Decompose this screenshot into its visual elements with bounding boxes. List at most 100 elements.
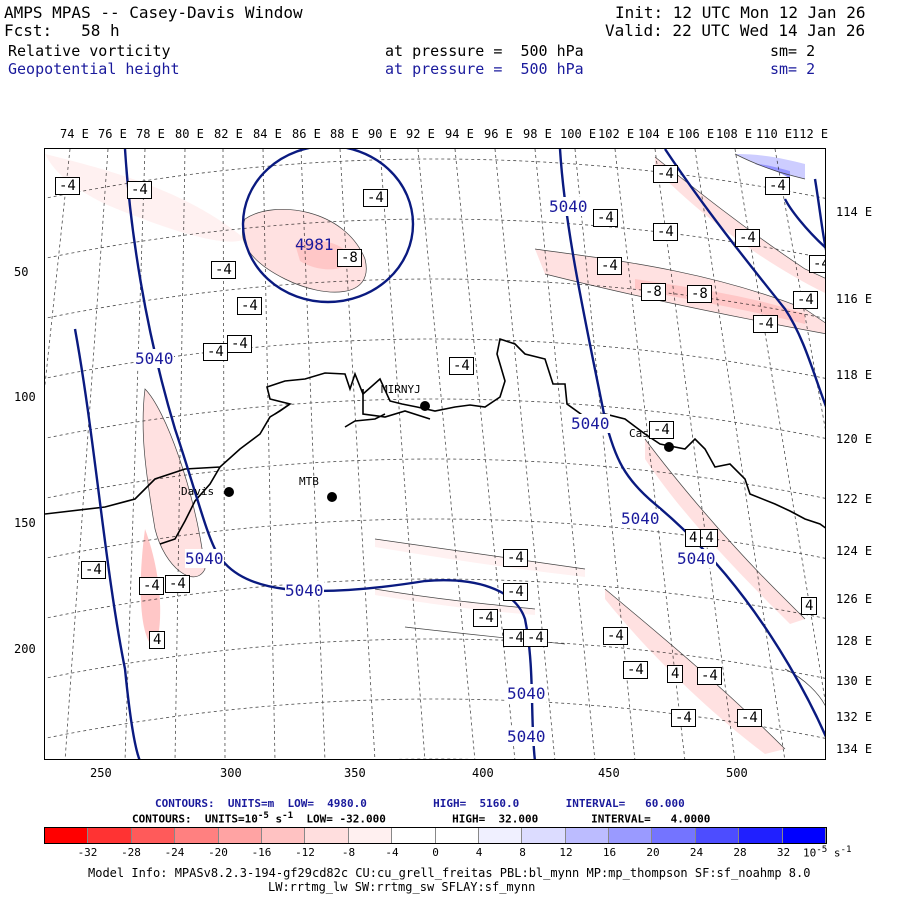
geopotential-contours xyxy=(73,149,825,759)
left-axis-label: 50 xyxy=(14,265,29,279)
station-label: Davis xyxy=(181,485,215,498)
colorbar-tick-label: -32 xyxy=(77,846,98,859)
vorticity-label: -4 xyxy=(603,627,628,645)
colorbar-tick-label: -24 xyxy=(164,846,185,859)
height-low-contour xyxy=(241,149,415,304)
plot-title: AMPS MPAS -- Casey-Davis Window xyxy=(4,3,303,22)
field2-smoothing: sm= 2 xyxy=(770,60,816,78)
colorbar-swatch xyxy=(652,828,696,843)
vorticity-label: -4 xyxy=(203,343,228,361)
field1-smoothing: sm= 2 xyxy=(770,42,816,60)
colorbar-swatch xyxy=(348,828,393,843)
left-axis-label: 100 xyxy=(14,390,36,404)
height-contour-label: 5040 xyxy=(621,509,660,528)
vorticity-label: -8 xyxy=(337,249,362,267)
vorticity-label: -8 xyxy=(687,285,712,303)
colorbar-tick-label: -20 xyxy=(208,846,228,859)
colorbar-tick-label: 16 xyxy=(602,846,617,859)
vorticity-label: -4 xyxy=(653,165,678,183)
vorticity-label: -4 xyxy=(593,209,618,227)
colorbar xyxy=(44,827,827,844)
top-lon-label: 74 E xyxy=(60,127,89,141)
vorticity-label: -4 xyxy=(237,297,262,315)
colorbar-swatch xyxy=(88,828,132,843)
right-lon-label: 114 E xyxy=(836,205,873,219)
top-lon-label: 104 E xyxy=(638,127,675,141)
bottom-axis-label: 500 xyxy=(726,766,748,780)
field1-name: Relative vorticity xyxy=(8,42,171,60)
antarctic-coastline xyxy=(45,337,825,545)
station-marker-mirnyj xyxy=(420,401,430,411)
right-lon-label: 130 E xyxy=(836,674,873,688)
model-info-line2: LW:rrtmg_lw SW:rrtmg_sw SFLAY:sf_mynn xyxy=(268,880,536,894)
field2-level: at pressure = 500 hPa xyxy=(385,60,584,78)
right-lon-label: 128 E xyxy=(836,634,873,648)
colorbar-tick-label: -28 xyxy=(121,846,141,859)
vorticity-label: -4 xyxy=(165,575,190,593)
height-contour-info: CONTOURS: UNITS=m LOW= 4980.0 HIGH= 5160… xyxy=(155,797,685,810)
bottom-axis-label: 250 xyxy=(90,766,112,780)
top-lon-label: 92 E xyxy=(406,127,435,141)
vorticity-contour-info: CONTOURS: UNITS=10-5 s-1 LOW= -32.000 HI… xyxy=(132,810,711,826)
vorticity-label: 4 xyxy=(801,597,818,615)
station-marker-mtb xyxy=(327,492,337,502)
vorticity-label: -4 xyxy=(55,177,80,195)
bottom-axis-label: 450 xyxy=(598,766,620,780)
colorbar-swatch xyxy=(609,828,653,843)
valid-time: Valid: 22 UTC Wed 14 Jan 26 xyxy=(605,21,866,40)
colorbar-swatch xyxy=(218,828,262,843)
vorticity-label: -4 xyxy=(81,561,106,579)
vorticity-label: -4 xyxy=(139,577,164,595)
field2-name: Geopotential height xyxy=(8,60,180,78)
colorbar-swatch xyxy=(565,828,610,843)
vorticity-label: 4 xyxy=(667,665,684,683)
height-contour-label: 5040 xyxy=(549,197,588,216)
vorticity-label: -4 xyxy=(127,181,152,199)
vorticity-label: -4 xyxy=(523,629,548,647)
colorbar-tick-label: 20 xyxy=(646,846,660,859)
height-contour-label: 5040 xyxy=(185,549,224,568)
colorbar-swatch xyxy=(522,828,566,843)
vorticity-label: -4 xyxy=(753,315,778,333)
right-lon-label: 118 E xyxy=(836,368,873,382)
height-contour-label: 5040 xyxy=(285,581,324,600)
top-lon-label: 86 E xyxy=(292,127,321,141)
colorbar-tick-label: 12 xyxy=(559,846,573,859)
colorbar-swatch xyxy=(739,828,783,843)
vorticity-label: -4 xyxy=(503,549,528,567)
height-contour-label: 5040 xyxy=(677,549,716,568)
height-contour-label: 5040 xyxy=(507,727,546,746)
vorticity-label: 4 xyxy=(685,529,702,547)
vorticity-label: -4 xyxy=(737,709,762,727)
field1-level: at pressure = 500 hPa xyxy=(385,42,584,60)
top-lon-label: 76 E xyxy=(98,127,127,141)
colorbar-tick-label: 4 xyxy=(475,846,483,859)
station-label: MTB xyxy=(299,475,319,488)
map-labels: Davis MTB MIRNYJ Casey 5040 5040 5040 5040 5040 5… xyxy=(45,149,825,759)
right-lon-label: 134 E xyxy=(836,742,873,756)
bottom-axis-label: 350 xyxy=(344,766,366,780)
top-lon-label: 84 E xyxy=(253,127,282,141)
bottom-axis-label: 400 xyxy=(472,766,494,780)
vorticity-label: -4 xyxy=(449,357,474,375)
vorticity-label: -4 xyxy=(597,257,622,275)
station-markers xyxy=(224,401,674,502)
height-min-label: 4981 xyxy=(295,235,334,254)
vorticity-label: -4 xyxy=(363,189,388,207)
left-axis-label: 200 xyxy=(14,642,36,656)
colorbar-tick-label: 32 xyxy=(776,846,791,859)
vorticity-label: -4 xyxy=(473,609,498,627)
colorbar-swatch xyxy=(45,828,89,843)
top-lon-label: 78 E xyxy=(136,127,165,141)
top-lon-label: 112 E xyxy=(792,127,829,141)
top-lon-label: 110 E xyxy=(756,127,793,141)
colorbar-tick-label: -12 xyxy=(295,846,315,859)
top-lon-label: 88 E xyxy=(330,127,359,141)
vorticity-label: -4 xyxy=(227,335,252,353)
top-lon-label: 108 E xyxy=(716,127,753,141)
colorbar-tick-label: 0 xyxy=(432,846,439,859)
vorticity-label: -4 xyxy=(211,261,236,279)
colorbar-tick-label: -8 xyxy=(341,846,356,859)
top-lon-label: 98 E xyxy=(523,127,552,141)
left-axis-label: 150 xyxy=(14,516,36,530)
